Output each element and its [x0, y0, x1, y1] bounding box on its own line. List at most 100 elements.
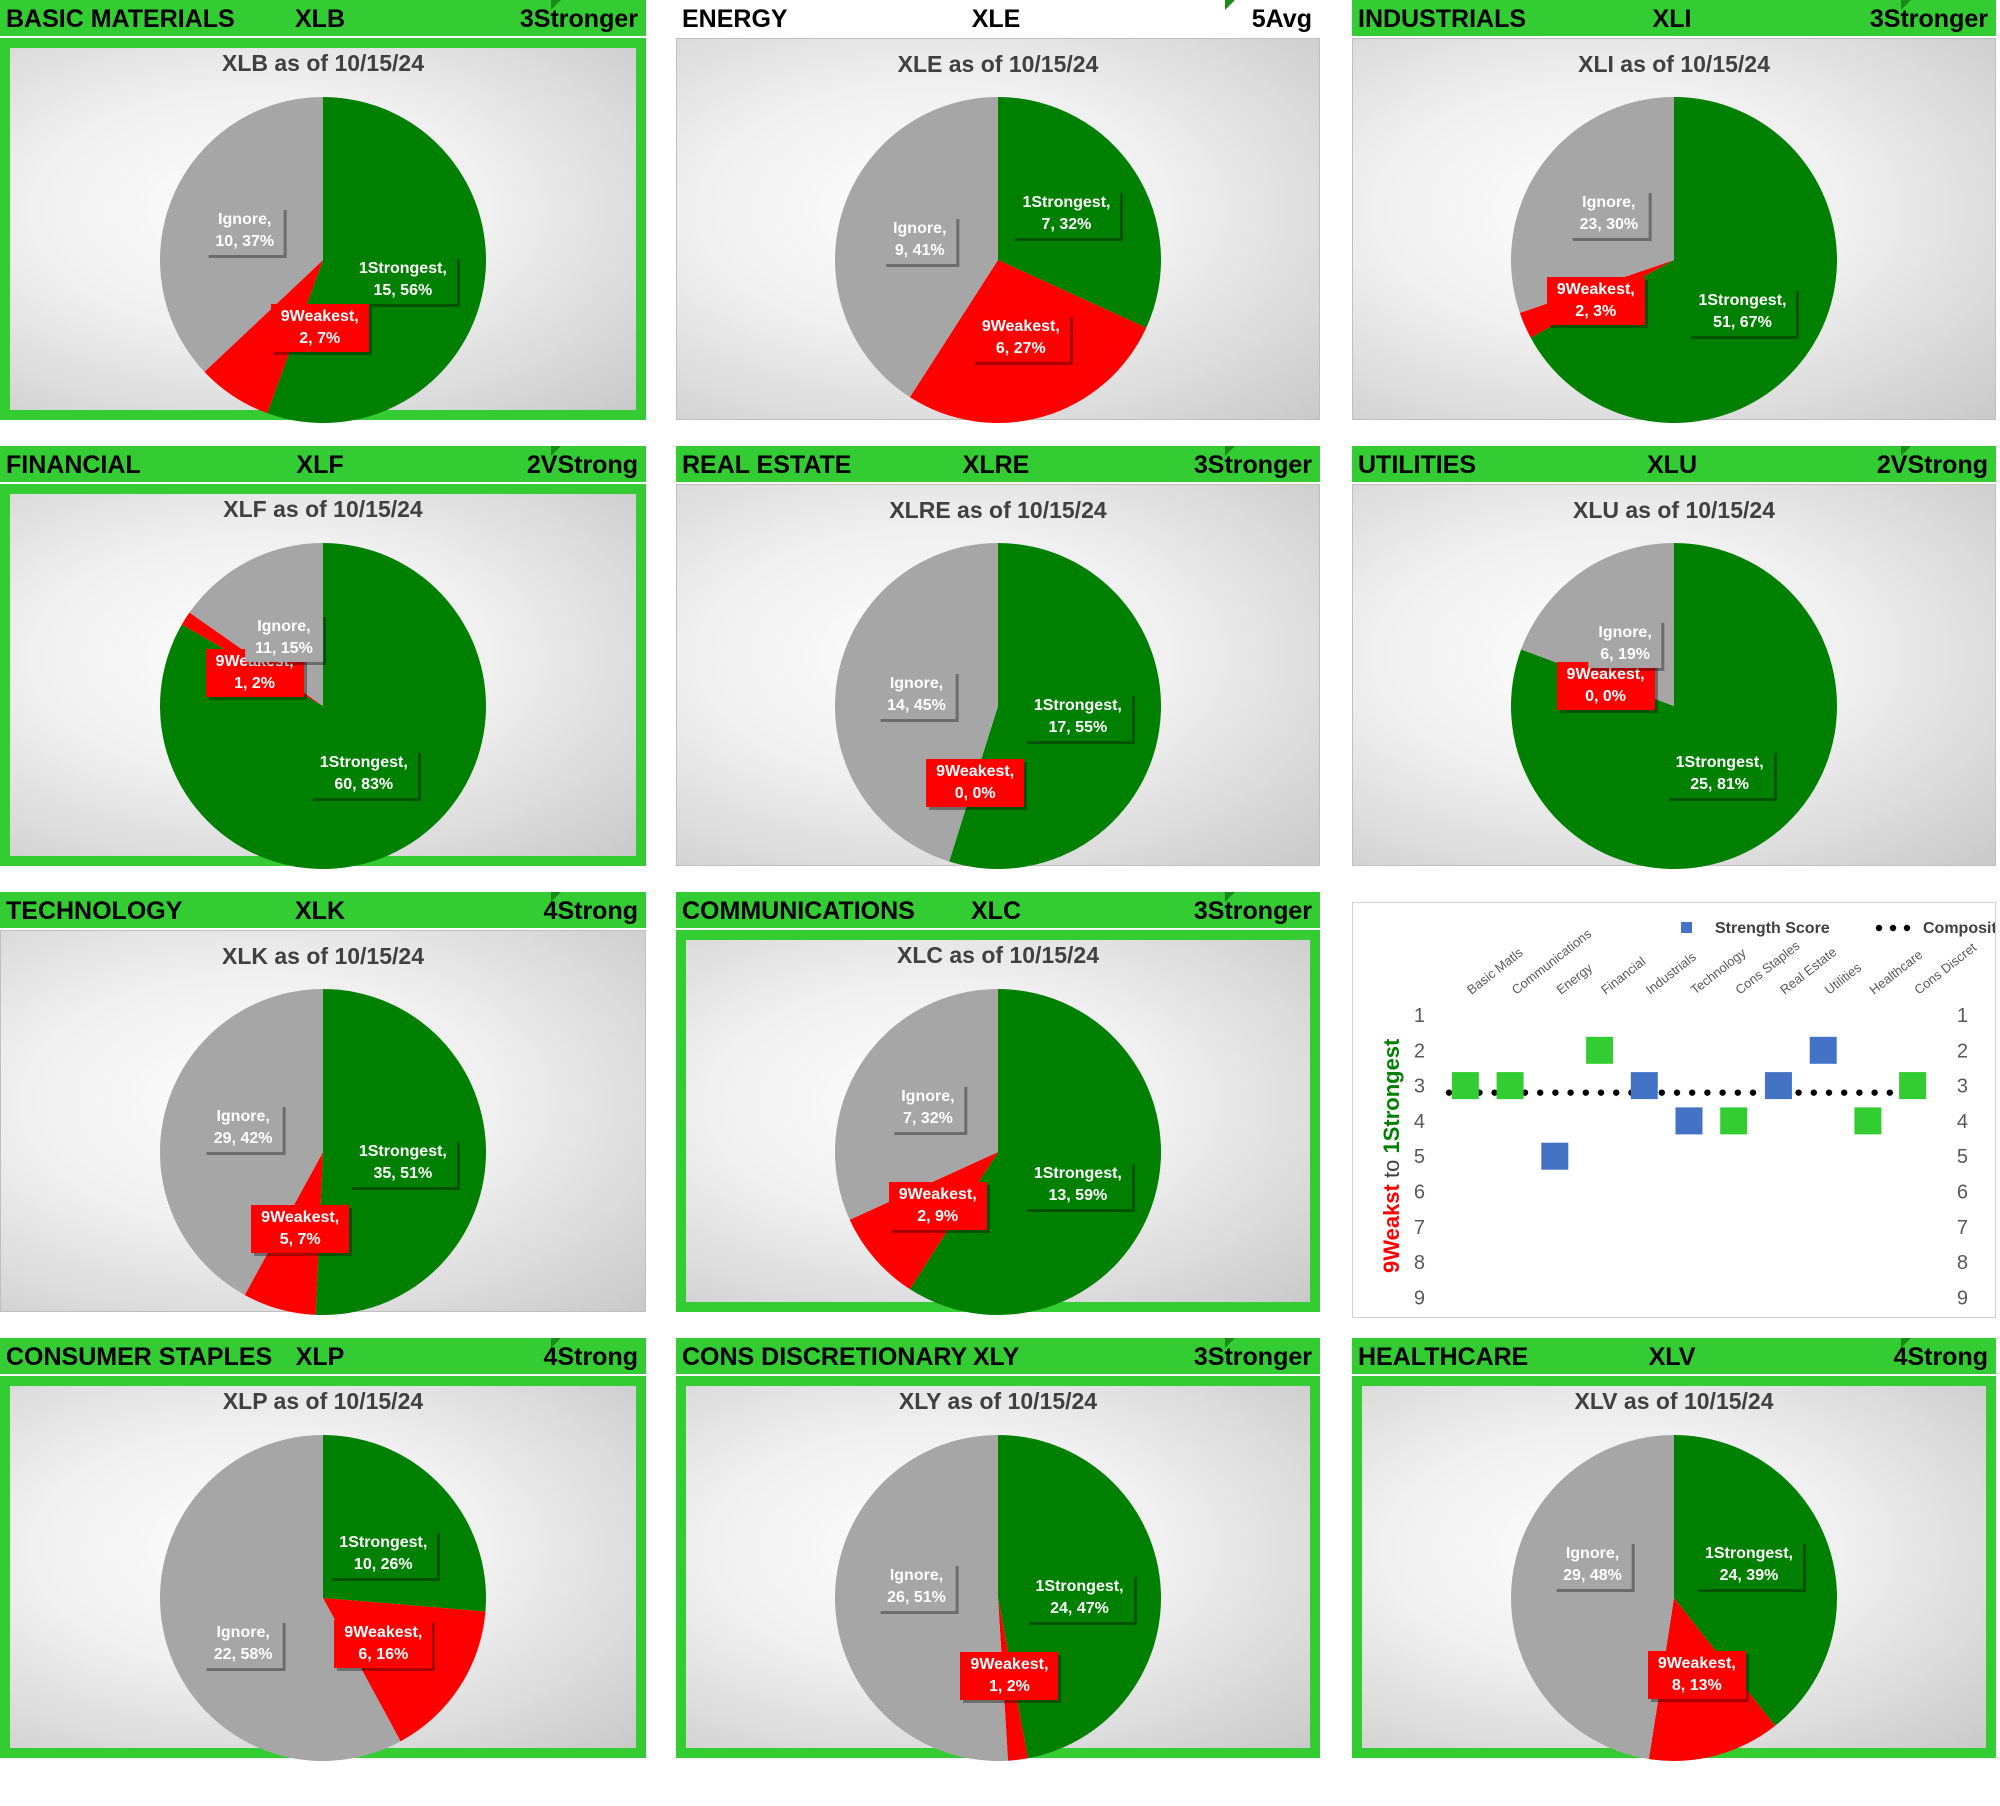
- pie-title: XLC as of 10/15/24: [897, 942, 1099, 968]
- strength-score-marker: [1809, 1036, 1837, 1064]
- x-category-label: Utilities: [1822, 959, 1865, 997]
- pie-data-label: Ignore, 11, 15%: [244, 613, 323, 662]
- pie-label-name: 1Strongest,: [1035, 1578, 1124, 1595]
- strength-score-marker: [1720, 1107, 1748, 1135]
- pie-label-value: 8, 13%: [1671, 1676, 1722, 1694]
- pie-label-value: 9, 41%: [894, 242, 945, 260]
- comment-marker-icon: [1225, 446, 1235, 456]
- pie-label-name: 9Weakest,: [1556, 280, 1635, 298]
- pie-label-value: 6, 16%: [358, 1645, 409, 1663]
- pie-data-label: Ignore, 29, 48%: [1553, 1541, 1632, 1590]
- pie-label-name: Ignore,: [901, 1087, 955, 1105]
- composite-dot: [1567, 1089, 1574, 1096]
- legend-strength-label: Strength Score: [1715, 920, 1830, 937]
- pie-label-value: 2, 7%: [299, 330, 341, 348]
- pie-label-value: 6, 27%: [995, 340, 1046, 358]
- pie-data-label: 1Strongest, 15, 56%: [348, 255, 457, 304]
- sector-header: ENERGY XLE 5Avg: [676, 0, 1320, 36]
- pie-label-name: 1Strongest,: [319, 754, 408, 772]
- composite-dot: [1795, 1089, 1802, 1096]
- pie-label-value: 0, 0%: [1585, 688, 1626, 706]
- pie-label-value: 51, 67%: [1713, 314, 1772, 332]
- sector-header: UTILITIES XLU 2VStrong: [1352, 446, 1996, 482]
- comment-marker-icon: [551, 1338, 561, 1348]
- sector-header: BASIC MATERIALS XLB 3Stronger: [0, 0, 646, 36]
- pie-chart: XLV as of 10/15/24 1Strongest, 24, 39% 9Wea…: [1352, 1376, 1996, 1761]
- sector-header: HEALTHCARE XLV 4Strong: [1352, 1338, 1996, 1374]
- pie-svg: [835, 989, 1161, 1315]
- pie-label-value: 24, 39%: [1719, 1567, 1779, 1585]
- pie-label-name: 9Weakest,: [936, 762, 1015, 780]
- pie-chart: XLRE as of 10/15/24 1Strongest, 17, 55% 9We…: [676, 484, 1320, 869]
- pie-svg: [835, 97, 1161, 423]
- sector-header: COMMUNICATIONS XLC 3Stronger: [676, 892, 1320, 928]
- pie-title: XLY as of 10/15/24: [898, 1388, 1098, 1414]
- pie-label-name: 9Weakest,: [981, 318, 1060, 336]
- legend-composite-dot: [1875, 924, 1883, 932]
- y-tick-left: 5: [1414, 1146, 1425, 1168]
- composite-dot: [1856, 1089, 1863, 1096]
- sector-ticker: XLY: [972, 1343, 1020, 1371]
- pie-title: XLI as of 10/15/24: [1578, 51, 1770, 77]
- pie-slice-ignore: [1511, 1435, 1674, 1760]
- x-category-label: Communications: [1509, 926, 1595, 998]
- composite-dot: [1537, 1089, 1544, 1096]
- pie-label-name: Ignore,: [889, 1566, 944, 1584]
- pie-label-name: 1Strongest,: [1022, 194, 1111, 212]
- sector-name: CONSUMER STAPLES: [6, 1343, 273, 1371]
- pie-label-value: 7, 32%: [1041, 216, 1092, 234]
- comment-marker-icon: [1901, 1338, 1911, 1348]
- sector-header: TECHNOLOGY XLK 4Strong: [0, 892, 646, 928]
- composite-dot: [1749, 1089, 1757, 1096]
- pie-chart: XLF as of 10/15/24 1Strongest, 60, 83% 9Wea…: [0, 484, 646, 869]
- sector-ticker: XLF: [296, 451, 344, 479]
- pie-svg: [159, 1435, 486, 1761]
- composite-dot: [1734, 1089, 1741, 1096]
- legend-composite-dot: [1903, 924, 1911, 932]
- sector-panel: HEALTHCARE XLV 4Strong XLV as of 10/15/24 1S…: [1352, 1338, 1996, 1761]
- pie-chart: XLU as of 10/15/24 1Strongest, 25, 81% 9Wea…: [1352, 484, 1996, 869]
- sector-name: INDUSTRIALS: [1358, 5, 1527, 33]
- pie-label-name: Ignore,: [216, 1623, 270, 1641]
- composite-dot: [1658, 1089, 1665, 1096]
- composite-dot: [1871, 1089, 1878, 1096]
- pie-data-label: 1Strongest, 51, 67%: [1688, 288, 1797, 337]
- pie-slice-1strongest: [909, 989, 1161, 1315]
- pie-svg: [1511, 543, 1837, 869]
- sector-panel: ENERGY XLE 5Avg XLE as of 10/15/24 1Stronges…: [676, 0, 1320, 423]
- strength-score-marker: [1630, 1072, 1658, 1100]
- sector-rating: 2VStrong: [1876, 451, 1988, 479]
- pie-label-name: 1Strongest,: [1675, 754, 1764, 772]
- pie-label-name: 9Weakest,: [970, 1656, 1049, 1674]
- pie-data-label: 9Weakest, 0, 0%: [926, 758, 1025, 807]
- sector-name: CONS DISCRETIONARY: [682, 1343, 968, 1371]
- sector-ticker: XLV: [1648, 1343, 1696, 1371]
- pie-svg: [834, 1435, 1161, 1761]
- sector-ticker: XLE: [971, 5, 1021, 33]
- pie-data-label: 9Weakest, 2, 3%: [1546, 276, 1645, 325]
- pie-data-label: 1Strongest, 24, 47%: [1025, 1574, 1134, 1622]
- pie-label-value: 11, 15%: [254, 639, 313, 657]
- pie-data-label: Ignore, 14, 45%: [877, 670, 956, 719]
- sector-panel: CONS DISCRETIONARY XLY 3Stronger XLY as of …: [676, 1338, 1320, 1761]
- sector-ticker: XLI: [1652, 5, 1692, 33]
- pie-svg: [1511, 97, 1837, 423]
- pie-title: XLP as of 10/15/24: [222, 1388, 424, 1414]
- strength-score-marker: [1675, 1107, 1703, 1135]
- pie-label-value: 29, 42%: [213, 1129, 273, 1147]
- pie-label-name: 1Strongest,: [358, 1143, 447, 1161]
- sector-panel: INDUSTRIALS XLI 3Stronger XLI as of 10/15/2…: [1352, 0, 1996, 423]
- y-tick-left: 6: [1414, 1182, 1425, 1204]
- comment-marker-icon: [1901, 0, 1911, 10]
- sector-ticker: XLC: [971, 897, 1021, 925]
- pie-label-name: 9Weakest,: [1566, 666, 1645, 684]
- pie-data-label: Ignore, 26, 51%: [877, 1562, 956, 1611]
- y-tick-right: 3: [1957, 1076, 1968, 1098]
- composite-dot: [1810, 1089, 1817, 1096]
- pie-data-label: Ignore, 9, 41%: [883, 216, 957, 265]
- sector-ticker: XLRE: [962, 451, 1030, 479]
- y-axis-label-part: 9Weakst: [1379, 1178, 1404, 1273]
- sector-panel: UTILITIES XLU 2VStrong XLU as of 10/15/24 1S…: [1352, 446, 1996, 869]
- y-tick-left: 7: [1414, 1217, 1425, 1239]
